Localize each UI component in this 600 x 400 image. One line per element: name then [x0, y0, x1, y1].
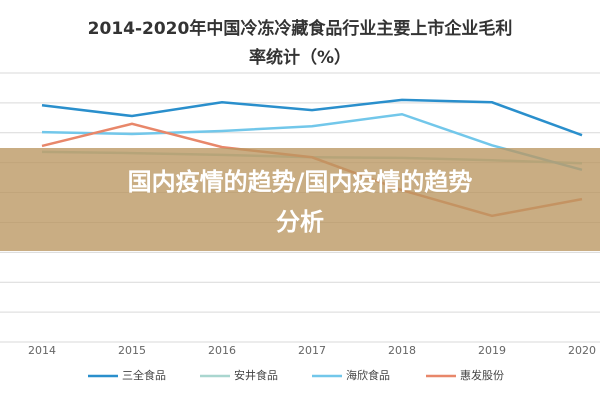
chart-title: 2014-2020年中国冷冻冷藏食品行业主要上市企业毛利	[88, 18, 513, 39]
x-tick-label: 2019	[478, 344, 506, 357]
legend-label: 惠发股份	[460, 368, 504, 382]
x-tick-label: 2016	[208, 344, 236, 357]
legend-label: 三全食品	[122, 368, 166, 382]
x-tick-label: 2018	[388, 344, 416, 357]
x-tick-label: 2020	[568, 344, 596, 357]
legend-label: 安井食品	[234, 368, 278, 382]
legend-label: 海欣食品	[346, 368, 390, 382]
chart-title: 率统计（%）	[249, 47, 351, 68]
x-tick-label: 2014	[28, 344, 56, 357]
x-tick-label: 2017	[298, 344, 326, 357]
series-line	[41, 112, 583, 172]
overlay-text: 国内疫情的趋势/国内疫情的趋势	[128, 168, 473, 196]
overlay-text: 分析	[276, 208, 324, 236]
x-tick-label: 2015	[118, 344, 146, 357]
series-line	[41, 98, 583, 137]
overlay-banner	[0, 148, 600, 251]
